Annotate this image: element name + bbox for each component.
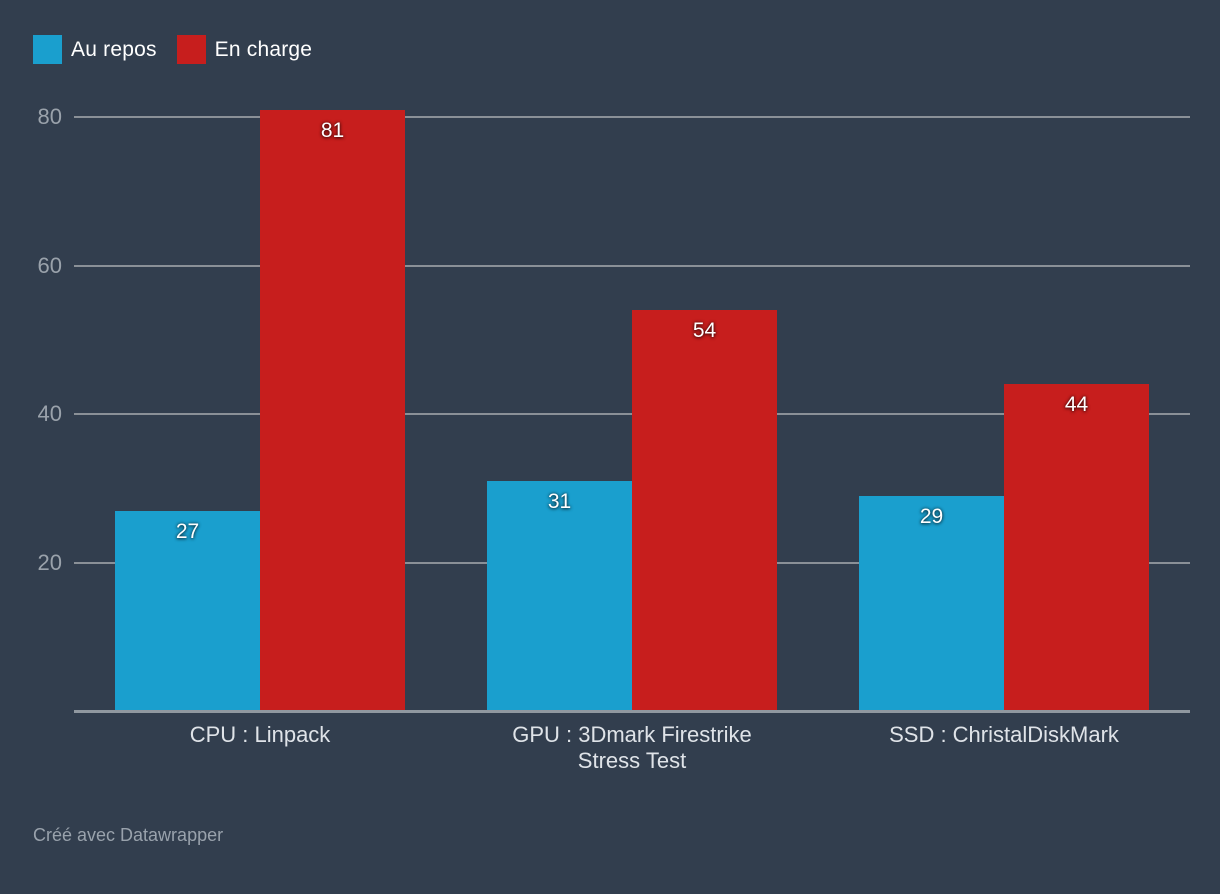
legend: Au repos En charge [33,35,312,64]
bar-en-charge: 44 [1004,384,1149,711]
bar-value-label: 27 [175,519,200,543]
gridline-80 [74,116,1190,118]
legend-item-au-repos: Au repos [33,35,157,64]
bar-en-charge: 54 [632,310,777,711]
bar-au-repos: 31 [487,480,632,711]
legend-swatch-red [176,35,206,64]
y-tick-label-60: 60 [37,252,62,278]
legend-swatch-blue [33,35,62,64]
bar-au-repos: 29 [859,495,1004,711]
bar-group-1: 27 81 [74,109,446,711]
bar-group-2: 31 54 [446,117,818,711]
x-label-cell-2: GPU : 3Dmark Firestrike Stress Test [446,722,818,774]
legend-label: Au repos [71,37,157,61]
bar-value-label: 44 [1064,393,1089,417]
y-tick-label-20: 20 [37,549,62,575]
x-axis-label: SSD : ChristalDiskMark [889,722,1119,747]
bar-au-repos: 27 [115,510,260,711]
x-label-cell-3: SSD : ChristalDiskMark [818,722,1190,774]
y-tick-label-40: 40 [37,401,62,426]
bar-value-label: 54 [692,319,717,343]
bar-en-charge: 81 [260,109,405,711]
legend-item-en-charge: En charge [176,35,313,64]
x-axis-label: CPU : Linpack [189,722,331,747]
attribution-text: Créé avec Datawrapper [33,825,224,845]
bar-group-3: 29 44 [818,117,1190,711]
gridline-60 [74,264,1190,267]
x-axis-line [74,710,1190,713]
x-axis-label: GPU : 3Dmark Firestrike Stress Test [512,722,752,773]
legend-label: En charge [214,37,313,61]
x-axis-labels: CPU : Linpack GPU : 3Dmark Firestrike Str… [74,722,1190,774]
y-tick-label-80: 80 [37,104,62,129]
bar-value-label: 81 [320,118,345,142]
bar-value-label: 31 [547,489,572,513]
plot-area: 20 40 60 80 27 81 31 54 29 44 [38,105,1190,713]
x-label-cell-1: CPU : Linpack [74,722,446,774]
bar-value-label: 29 [919,504,944,528]
